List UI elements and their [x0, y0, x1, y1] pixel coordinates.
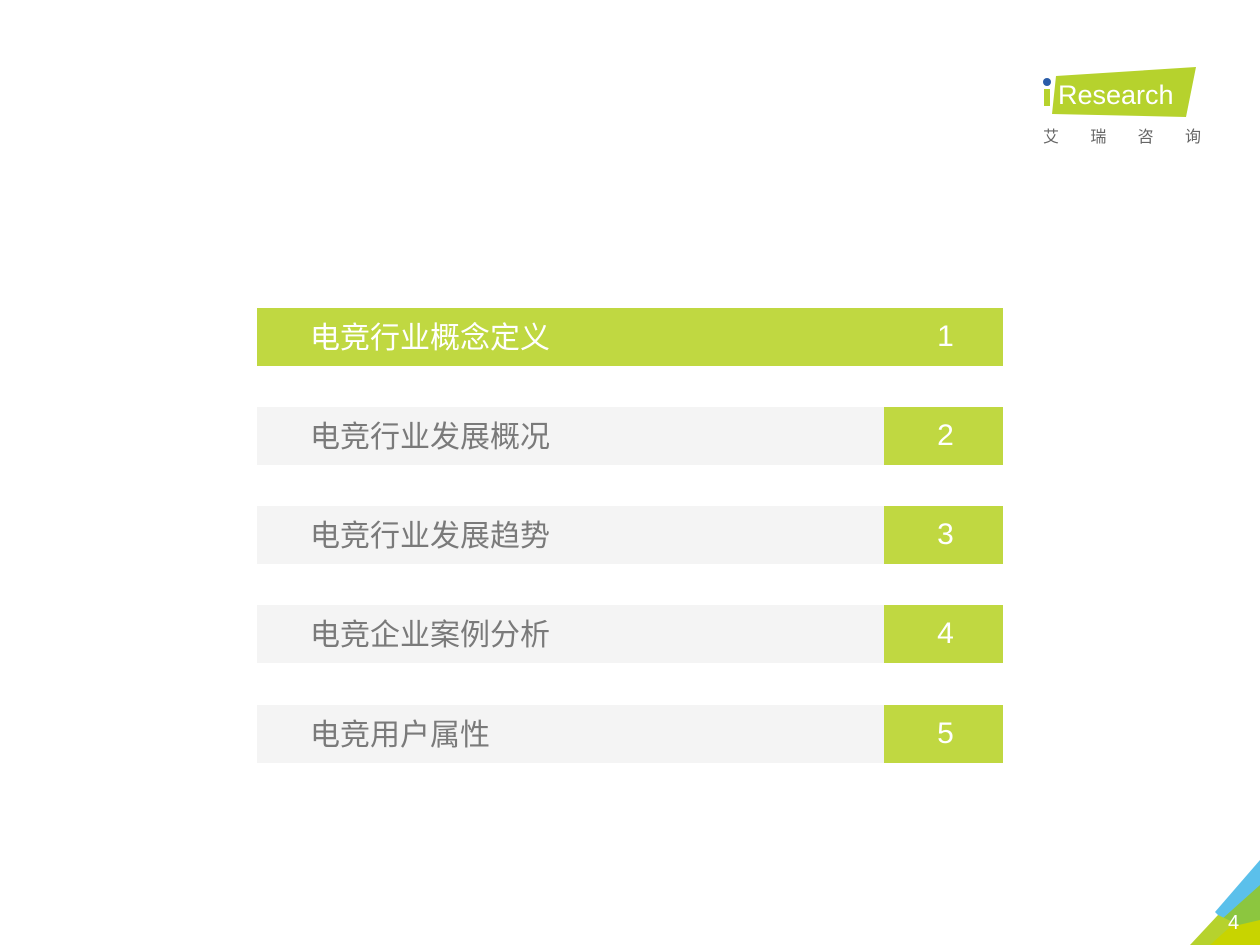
toc-item-2[interactable]: 电竞行业发展概况 2	[257, 407, 1003, 465]
logo-char: 咨	[1137, 127, 1154, 146]
toc-item-label: 电竞用户属性	[310, 718, 490, 753]
logo-char: 艾	[1043, 127, 1060, 146]
toc-item-number: 3	[884, 506, 1003, 564]
page-number: 4	[1228, 912, 1240, 934]
toc-item-1[interactable]: 电竞行业概念定义 1	[257, 308, 1003, 366]
toc-item-label: 电竞行业发展趋势	[310, 519, 550, 554]
logo-char: 瑞	[1090, 127, 1107, 146]
toc-item-label: 电竞行业概念定义	[310, 321, 550, 356]
toc-item-5[interactable]: 电竞用户属性 5	[257, 705, 1003, 763]
corner-decoration	[1190, 860, 1260, 945]
toc-item-3[interactable]: 电竞行业发展趋势 3	[257, 506, 1003, 564]
svg-text:Research: Research	[1058, 80, 1174, 110]
toc-item-number: 5	[884, 705, 1003, 763]
toc-item-number: 4	[884, 605, 1003, 663]
toc-item-4[interactable]: 电竞企业案例分析 4	[257, 605, 1003, 663]
toc-item-label: 电竞企业案例分析	[310, 618, 550, 653]
toc-item-number: 2	[884, 407, 1003, 465]
toc-item-label: 电竞行业发展概况	[310, 420, 550, 455]
logo-chinese-name: 艾 瑞 咨 询	[1043, 123, 1201, 147]
toc-item-number: 1	[937, 320, 954, 353]
logo-char: 询	[1184, 127, 1201, 146]
